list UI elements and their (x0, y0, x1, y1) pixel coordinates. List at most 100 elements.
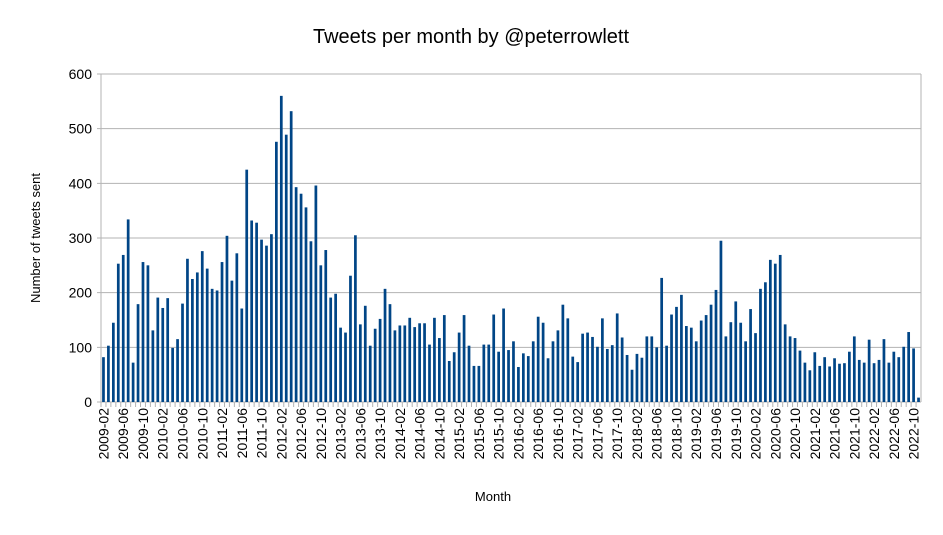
bar (773, 263, 777, 402)
bar (655, 347, 659, 402)
bar (388, 304, 392, 402)
bar (497, 351, 501, 402)
bar (393, 330, 397, 402)
bar (828, 366, 831, 402)
bar (344, 332, 347, 402)
bar (314, 185, 318, 402)
bar (640, 357, 644, 402)
bar (309, 241, 313, 402)
bar (220, 262, 224, 402)
x-tick-label: 2015-02 (451, 408, 467, 460)
bar (754, 333, 757, 402)
bar (111, 322, 115, 402)
bar (660, 277, 664, 402)
y-axis-title: Number of tweets sent (28, 173, 43, 303)
x-tick-label: 2022-10 (906, 408, 922, 460)
bar (275, 141, 278, 402)
bar (121, 254, 125, 402)
bar (709, 304, 713, 402)
x-tick-label: 2016-10 (550, 408, 566, 460)
bar (472, 365, 476, 402)
x-tick-label: 2015-10 (491, 408, 507, 460)
x-tick-label: 2011-06 (234, 408, 250, 459)
bar (230, 280, 234, 402)
bar (764, 282, 767, 402)
bar (581, 333, 584, 402)
bar (729, 322, 733, 402)
bar (304, 207, 308, 402)
x-tick-label: 2015-06 (471, 408, 487, 460)
bar (260, 239, 263, 402)
bar (403, 325, 407, 402)
bar (867, 339, 871, 402)
bar (724, 336, 728, 402)
x-tick-label: 2014-06 (412, 408, 428, 460)
bar (383, 288, 387, 402)
x-tick-label: 2009-02 (95, 408, 111, 460)
bars (102, 95, 920, 402)
bar (428, 344, 431, 402)
bar (630, 369, 634, 402)
y-tick-label: 600 (69, 66, 93, 82)
bar (279, 95, 283, 402)
bar (324, 250, 328, 402)
x-axis-title: Month (475, 489, 511, 504)
bar (734, 301, 738, 402)
bar (833, 358, 836, 402)
bar (778, 254, 782, 402)
bar (882, 339, 886, 402)
x-tick-label: 2017-06 (589, 408, 605, 460)
x-tick-label: 2014-02 (392, 408, 408, 460)
bar (116, 263, 120, 402)
bar (225, 235, 229, 402)
bar (897, 357, 901, 402)
x-tick-label: 2018-06 (649, 408, 665, 460)
x-tick-label: 2016-02 (510, 408, 526, 460)
x-tick-label: 2014-10 (431, 408, 447, 460)
bar (852, 336, 856, 402)
bar (433, 317, 436, 402)
bar (744, 341, 747, 402)
bar (215, 290, 219, 402)
bar (759, 288, 762, 402)
x-tick-label: 2019-10 (728, 408, 744, 460)
bar (477, 365, 481, 402)
x-tick-label: 2021-02 (807, 408, 823, 460)
bar (349, 275, 352, 402)
x-tick-label: 2012-10 (313, 408, 329, 460)
bar (813, 352, 817, 402)
bar (131, 362, 135, 402)
x-tick-label: 2016-06 (530, 408, 546, 460)
bar (195, 272, 199, 402)
bar (803, 362, 807, 402)
x-tick-label: 2009-10 (135, 408, 151, 460)
bar (645, 336, 649, 402)
bar (823, 357, 827, 402)
bar (329, 297, 333, 402)
x-tick-label: 2013-10 (372, 408, 388, 460)
bar (877, 359, 881, 402)
bar (551, 341, 555, 402)
bar (699, 320, 703, 402)
bar (521, 353, 525, 402)
bar (843, 363, 846, 402)
bar (245, 169, 249, 402)
bar (596, 346, 599, 402)
bar (240, 308, 244, 402)
bar (250, 220, 254, 402)
bar (210, 288, 214, 402)
bar (166, 298, 170, 402)
bar (561, 304, 565, 402)
bar (798, 350, 802, 402)
bar (517, 367, 520, 402)
y-tick-label: 200 (69, 285, 93, 301)
x-tick-label: 2022-06 (886, 408, 902, 460)
bar (136, 304, 140, 402)
bar (665, 345, 668, 402)
y-tick-label: 400 (69, 175, 93, 191)
bar (586, 332, 589, 402)
bar (714, 289, 718, 402)
bar (620, 337, 624, 402)
bar (749, 309, 752, 402)
bar (601, 318, 604, 402)
